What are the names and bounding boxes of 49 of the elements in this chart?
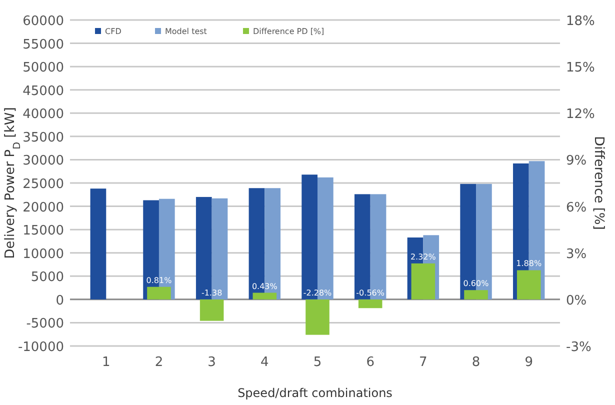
y2-tick-label: 0% (566, 293, 587, 308)
y-tick-label: 20000 (22, 200, 64, 216)
bar (358, 299, 382, 308)
bar (252, 292, 277, 300)
y-tick-label: 50000 (22, 60, 64, 76)
x-tick-label: 7 (419, 355, 428, 370)
bar (516, 270, 541, 300)
y2-tick-label: 3% (566, 246, 587, 262)
x-tick-label: 8 (472, 355, 480, 370)
y2-tick-label: 6% (566, 200, 587, 216)
x-axis-title: Speed/draft combinations (238, 386, 392, 400)
y-tick-label: 0 (56, 293, 64, 308)
y-tick-label: 15000 (22, 224, 64, 239)
y-tick-label: 30000 (22, 154, 64, 169)
x-tick-label: 3 (208, 355, 216, 370)
y-tick-label: -10000 (18, 340, 64, 355)
x-tick-label: 4 (260, 355, 269, 370)
bar (200, 299, 224, 321)
bar (147, 286, 171, 300)
y-tick-label: 10000 (22, 246, 64, 262)
legend-label: Model test (165, 27, 207, 36)
bar (90, 188, 106, 300)
y-tick-label: 45000 (22, 84, 64, 99)
bar (306, 299, 330, 335)
y2-tick-label: 18% (566, 14, 595, 29)
y-tick-label: 40000 (22, 107, 64, 122)
y-tick-label: -5000 (26, 316, 64, 332)
y2-tick-label: 12% (566, 107, 595, 122)
data-label: -0.56% (356, 288, 385, 298)
y2-axis-title: Difference [%] (591, 136, 606, 230)
x-tick-label: 2 (154, 355, 164, 370)
y2-tick-label: 15% (566, 60, 595, 76)
x-tick-label: 1 (102, 355, 110, 370)
data-label: -2.28% (303, 288, 332, 298)
y-tick-label: 35000 (22, 130, 64, 146)
legend-label: CFD (105, 27, 122, 36)
legend-label: Difference PD [%] (253, 27, 324, 36)
x-tick-label: 6 (366, 355, 374, 370)
data-label: 0.81% (146, 276, 172, 285)
y-tick-label: 60000 (22, 14, 64, 29)
y2-tick-label: 9% (566, 154, 587, 169)
x-tick-label: 9 (524, 355, 534, 370)
y2-tick-label: -3% (566, 340, 592, 355)
x-tick-label: 5 (313, 355, 322, 370)
y-tick-label: 55000 (22, 37, 64, 52)
data-label: 0.60% (463, 279, 490, 288)
bar (464, 290, 488, 300)
y-tick-label: 25000 (22, 177, 64, 192)
y-tick-label: 5000 (30, 270, 64, 286)
